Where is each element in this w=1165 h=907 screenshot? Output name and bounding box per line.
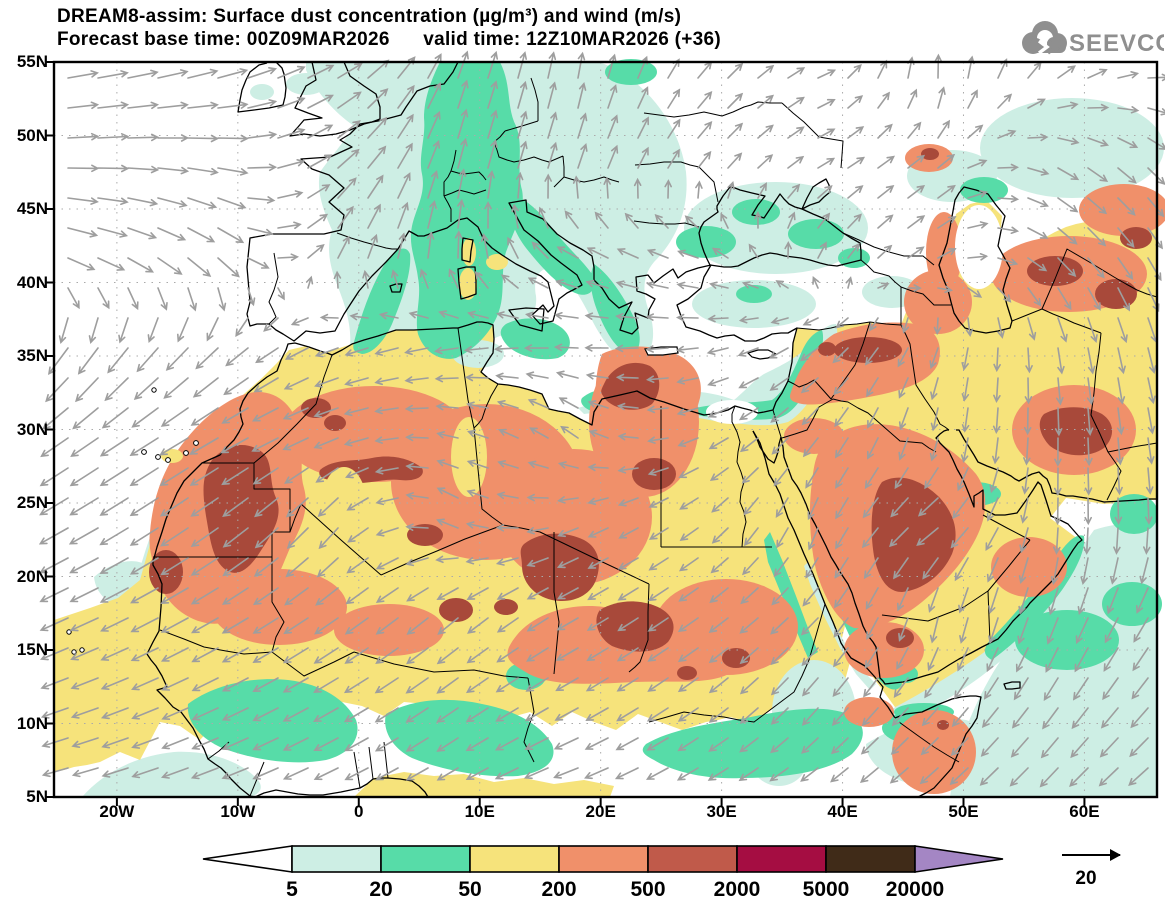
wind-reference-arrow-icon — [1062, 849, 1121, 861]
y-axis-label: 25N — [2, 493, 48, 513]
colorbar-arrow-left — [203, 846, 292, 872]
map-canvas — [54, 62, 1157, 797]
colorbar-label: 2000 — [714, 878, 761, 901]
y-axis-label: 10N — [2, 714, 48, 734]
y-axis-label: 15N — [2, 640, 48, 660]
wind-reference-value: 20 — [1075, 868, 1096, 889]
colorbar-arrow-right — [915, 846, 1003, 872]
x-axis-label: 50E — [931, 802, 995, 822]
colorbar-segment — [470, 846, 559, 872]
colorbar-segments — [203, 846, 1003, 872]
colorbar-label: 5000 — [803, 878, 850, 901]
forecast-map-page: DREAM8-assim: Surface dust concentration… — [0, 0, 1165, 907]
y-axis-label: 55N — [2, 52, 48, 72]
x-axis-label: 20W — [85, 802, 149, 822]
x-axis-label: 0 — [327, 802, 391, 822]
y-axis-label: 30N — [2, 420, 48, 440]
y-axis-label: 35N — [2, 346, 48, 366]
x-axis-label: 60E — [1052, 802, 1116, 822]
colorbar-segment — [737, 846, 826, 872]
colorbar-segment — [381, 846, 470, 872]
colorbar-label: 200 — [541, 878, 576, 901]
wind-reference: 20 — [1050, 838, 1165, 902]
colorbar-segment — [648, 846, 737, 872]
y-axis-label: 40N — [2, 273, 48, 293]
seevccc-logo: SEEVCCC — [1012, 16, 1164, 62]
cloud-icon — [1022, 21, 1067, 54]
map-title: DREAM8-assim: Surface dust concentration… — [57, 6, 681, 28]
colorbar-label: 20000 — [886, 878, 944, 901]
x-axis-label: 30E — [690, 802, 754, 822]
map-subtitle: Forecast base time: 00Z09MAR2026 valid t… — [57, 29, 721, 51]
x-axis-label: 20E — [569, 802, 633, 822]
y-axis-label: 5N — [2, 787, 48, 807]
colorbar-label: 20 — [369, 878, 392, 901]
colorbar-labels: 5 20 50 200 500 2000 5000 20000 — [286, 878, 944, 901]
colorbar-label: 5 — [286, 878, 298, 901]
y-axis-label: 45N — [2, 199, 48, 219]
logo-text: SEEVCCC — [1069, 30, 1164, 57]
colorbar-segment — [826, 846, 915, 872]
colorbar-label: 500 — [630, 878, 665, 901]
colorbar-segment — [292, 846, 381, 872]
x-axis-label: 40E — [811, 802, 875, 822]
concentration-colorbar: 5 20 50 200 500 2000 5000 20000 — [193, 840, 1013, 904]
colorbar-label: 50 — [458, 878, 481, 901]
x-axis-label: 10W — [206, 802, 270, 822]
y-axis-label: 20N — [2, 567, 48, 587]
y-axis-label: 50N — [2, 126, 48, 146]
colorbar-segment — [559, 846, 648, 872]
x-axis-label: 10E — [448, 802, 512, 822]
